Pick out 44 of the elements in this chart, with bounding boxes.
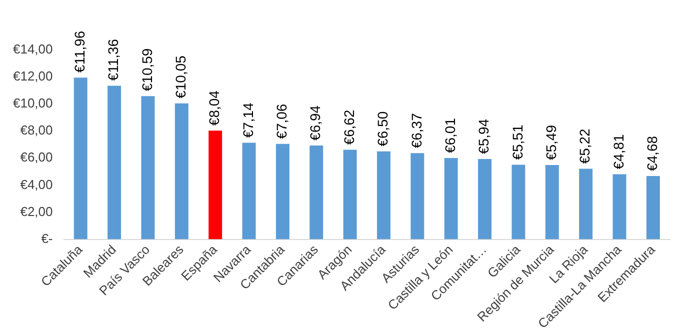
data-label: €5,22 [576, 128, 593, 164]
bar [612, 174, 626, 240]
data-label: €5,94 [476, 118, 492, 154]
data-label: €7,06 [274, 104, 290, 139]
y-tick-label: €6,00 [20, 150, 53, 165]
bar [276, 144, 290, 240]
data-label: €8,04 [206, 90, 222, 126]
bar [174, 103, 188, 240]
data-label: €6,94 [307, 105, 324, 140]
bar [410, 153, 424, 240]
y-tick-label: €2,00 [20, 204, 53, 219]
bar [310, 145, 324, 240]
bar [108, 86, 122, 240]
y-tick-label: €12,00 [12, 68, 53, 84]
data-label: €4,68 [644, 136, 660, 172]
y-tick-label: €- [41, 230, 53, 246]
bar [579, 168, 593, 240]
bar [242, 142, 256, 240]
bar [141, 96, 155, 240]
bar [545, 165, 559, 240]
bar [646, 176, 660, 240]
bar [444, 158, 458, 240]
data-label: €6,37 [408, 112, 424, 148]
data-label: €6,62 [340, 110, 357, 145]
data-label: €11,96 [71, 30, 88, 73]
y-tick-label: €14,00 [12, 42, 53, 57]
bar [376, 151, 390, 240]
data-label: €11,36 [105, 38, 122, 81]
bar [512, 164, 526, 240]
data-label: €7,14 [240, 102, 256, 138]
y-tick-label: €8,00 [20, 122, 53, 138]
bar [208, 130, 222, 240]
data-label: €4,81 [610, 134, 626, 170]
bar [478, 158, 492, 240]
data-label: €5,51 [509, 124, 526, 160]
data-label: €5,49 [542, 124, 559, 160]
y-tick-label: €10,00 [12, 96, 53, 111]
data-label: €6,01 [442, 118, 458, 154]
y-tick-label: €4,00 [20, 176, 53, 192]
bar [343, 150, 357, 240]
data-label: €10,59 [138, 48, 155, 92]
data-label: €6,50 [374, 111, 391, 146]
bar [74, 78, 88, 240]
data-label: €10,05 [172, 55, 188, 98]
